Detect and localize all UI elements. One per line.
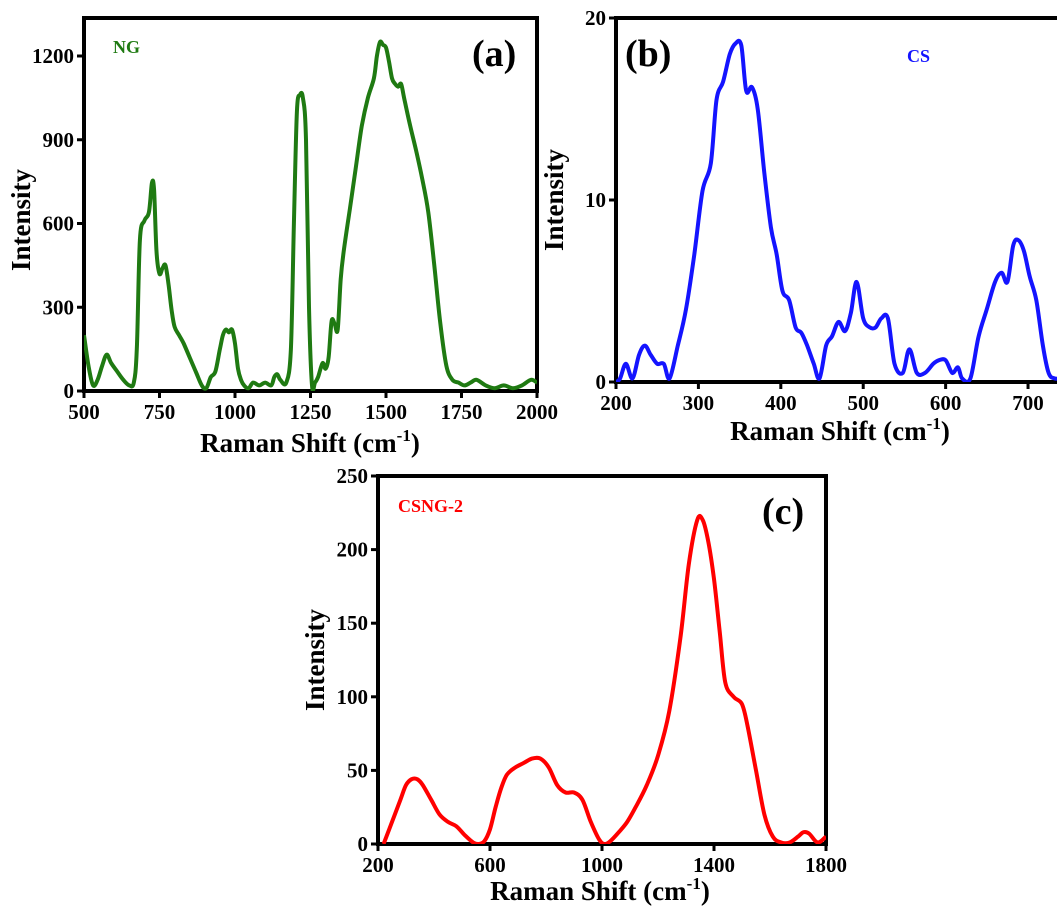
panel-c-xlabel-sup: -1	[687, 874, 701, 893]
panel-c-series-line	[381, 513, 826, 844]
panel-b-ticks: 200 300 400 500 600 700 0 10 20	[585, 6, 1044, 415]
panel-a-xtick-label: 1250	[290, 400, 332, 424]
panel-a-series-label: NG	[113, 37, 140, 57]
panel-a-xtick-label: 1500	[365, 400, 407, 424]
panel-c-series-label: CSNG-2	[398, 496, 463, 516]
panel-c-ytick-label: 100	[337, 685, 369, 709]
panel-a-xtick-label: 2000	[516, 400, 558, 424]
panel-a-ytick-label: 1200	[32, 44, 74, 68]
panel-b-series-label: CS	[907, 46, 930, 66]
panel-b-series-line	[616, 38, 1057, 382]
panel-c-xtick-label: 600	[474, 853, 506, 877]
panel-b-xtick-label: 700	[1012, 391, 1044, 415]
panel-a-ytick-label: 900	[43, 128, 75, 152]
panel-b-xtick-label: 400	[765, 391, 797, 415]
panel-b-xtick-label: 500	[847, 391, 879, 415]
panel-c-ytick-label: 200	[337, 538, 369, 562]
panel-c-xtick-label: 1400	[693, 853, 735, 877]
panel-b-cs: (b) CS Intensity Raman Shift (cm-1) 200 3…	[539, 6, 1057, 446]
panel-a-xlabel-sup: -1	[397, 426, 411, 445]
panel-b-xtick-label: 300	[683, 391, 715, 415]
panel-b-xlabel: Raman Shift (cm-1)	[730, 414, 950, 446]
panel-c-ytick-label: 50	[347, 758, 368, 782]
panel-a-ytick-label: 600	[43, 212, 75, 236]
panel-b-xtick-label: 200	[600, 391, 632, 415]
panel-c-ytick-label: 150	[337, 611, 369, 635]
panel-b-ytick-label: 20	[585, 6, 606, 30]
panel-a-tag: (a)	[472, 33, 516, 75]
panel-b-xlabel-sup: -1	[927, 414, 941, 433]
panel-b-ylabel: Intensity	[539, 148, 569, 251]
panel-c-ytick-label: 250	[337, 464, 369, 488]
panel-a-ytick-label: 0	[64, 379, 75, 403]
panel-b-xtick-label: 600	[930, 391, 962, 415]
panel-c-tag: (c)	[762, 491, 804, 533]
panel-c-xtick-label: 1000	[581, 853, 623, 877]
panel-c-ylabel: Intensity	[300, 608, 330, 711]
panel-c-xtick-label: 200	[362, 853, 394, 877]
panel-c-xtick-label: 1800	[805, 853, 847, 877]
panel-a-xtick-label: 750	[144, 400, 176, 424]
panel-b-tag: (b)	[625, 33, 671, 75]
panel-a-xtick-label: 1750	[441, 400, 483, 424]
panel-b-ytick-label: 0	[596, 370, 607, 394]
panel-a-xlabel: Raman Shift (cm-1)	[200, 426, 420, 458]
panel-a-ytick-label: 300	[43, 295, 75, 319]
panel-a-series-line	[84, 39, 537, 391]
panel-a-ylabel: Intensity	[6, 168, 36, 271]
panel-c-ytick-label: 0	[358, 832, 369, 856]
panel-c-csng-2: (c) CSNG-2 Intensity Raman Shift (cm-1) …	[300, 464, 847, 906]
panel-c-xlabel: Raman Shift (cm-1)	[490, 874, 710, 906]
panel-a-xtick-label: 1000	[214, 400, 256, 424]
panel-b-ytick-label: 10	[585, 188, 606, 212]
panel-c-ticks: 200 600 1000 1400 1800 0 50 100 150 200 250	[337, 464, 848, 877]
panel-a-ng: (a) NG Intensity Raman Shift (cm-1) 500 7…	[6, 16, 558, 458]
panel-a-ticks: 500 750 1000 1250 1500 1750 2000 0 300 600 900 1200	[32, 44, 558, 424]
panel-a-xtick-label: 500	[68, 400, 100, 424]
